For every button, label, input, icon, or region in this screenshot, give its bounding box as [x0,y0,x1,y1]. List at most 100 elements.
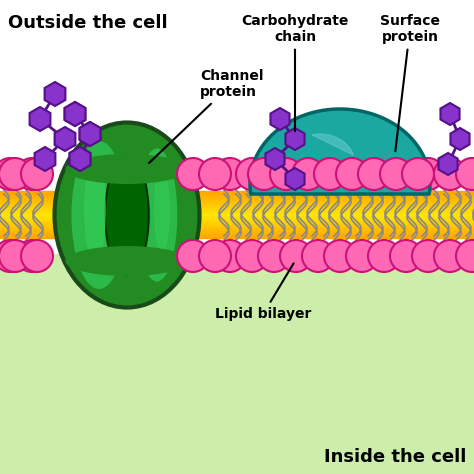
Circle shape [402,158,434,190]
Polygon shape [440,103,459,125]
Bar [0,225,474,227]
Text: Surface
protein: Surface protein [380,14,440,151]
Polygon shape [285,168,304,190]
Circle shape [314,158,346,190]
Bar [0,200,474,203]
Polygon shape [70,147,91,171]
Polygon shape [285,128,304,150]
Text: Carbohydrate
chain: Carbohydrate chain [241,14,349,131]
Bar [0,197,474,200]
Bar [0,254,474,474]
Polygon shape [64,102,85,126]
Ellipse shape [65,246,189,276]
Bar [0,206,474,209]
Circle shape [434,158,466,190]
Circle shape [258,240,290,272]
Polygon shape [45,82,65,106]
Circle shape [0,240,26,272]
Polygon shape [271,108,290,130]
Bar [0,202,474,204]
Bar [0,222,474,224]
Bar [0,191,474,193]
Bar [0,234,474,237]
Circle shape [324,158,356,190]
Circle shape [336,158,368,190]
Circle shape [358,158,390,190]
Circle shape [21,240,53,272]
Bar [0,0,474,254]
Circle shape [0,158,26,190]
Polygon shape [312,134,354,155]
Bar [0,226,474,229]
Polygon shape [64,102,85,126]
Bar [0,216,474,218]
Ellipse shape [155,168,169,252]
Bar [0,217,474,219]
Circle shape [346,158,378,190]
Bar [0,214,474,217]
Bar [0,208,474,210]
Polygon shape [450,128,470,150]
Bar [0,192,474,195]
Bar [0,236,474,238]
Polygon shape [80,122,100,146]
Circle shape [456,158,474,190]
Ellipse shape [85,159,105,261]
Circle shape [302,158,334,190]
Polygon shape [438,153,457,175]
Circle shape [412,158,444,190]
Circle shape [270,158,302,190]
Polygon shape [29,107,50,131]
Bar [0,203,474,206]
Polygon shape [80,122,100,146]
Circle shape [368,240,400,272]
Circle shape [236,158,268,190]
Text: Channel
protein: Channel protein [149,69,264,163]
Circle shape [302,240,334,272]
Circle shape [368,158,400,190]
Circle shape [292,158,324,190]
Circle shape [199,158,231,190]
Circle shape [0,240,31,272]
Bar [0,205,474,207]
Circle shape [412,240,444,272]
Ellipse shape [72,141,127,289]
Bar [0,223,474,226]
Circle shape [258,158,290,190]
Bar [0,220,474,223]
Circle shape [16,158,48,190]
Circle shape [21,158,53,190]
Polygon shape [265,148,284,170]
Circle shape [390,240,422,272]
Circle shape [177,158,209,190]
Bar [0,231,474,233]
Bar [0,194,474,197]
Circle shape [177,240,209,272]
Circle shape [199,240,231,272]
Circle shape [346,240,378,272]
Polygon shape [35,147,55,171]
Bar [0,211,474,213]
Ellipse shape [137,148,177,282]
Polygon shape [70,147,91,171]
Bar [0,210,474,212]
Polygon shape [250,109,430,194]
Circle shape [0,158,31,190]
Bar [0,219,474,221]
Circle shape [280,240,312,272]
Bar [0,199,474,201]
Circle shape [324,240,356,272]
Circle shape [16,240,48,272]
Circle shape [214,240,246,272]
Bar [0,228,474,230]
Bar [0,196,474,198]
Circle shape [390,158,422,190]
Bar [0,212,474,215]
Circle shape [380,158,412,190]
Circle shape [434,240,466,272]
Circle shape [280,158,312,190]
Circle shape [236,240,268,272]
Circle shape [248,158,280,190]
Ellipse shape [55,122,200,308]
Ellipse shape [65,154,189,184]
